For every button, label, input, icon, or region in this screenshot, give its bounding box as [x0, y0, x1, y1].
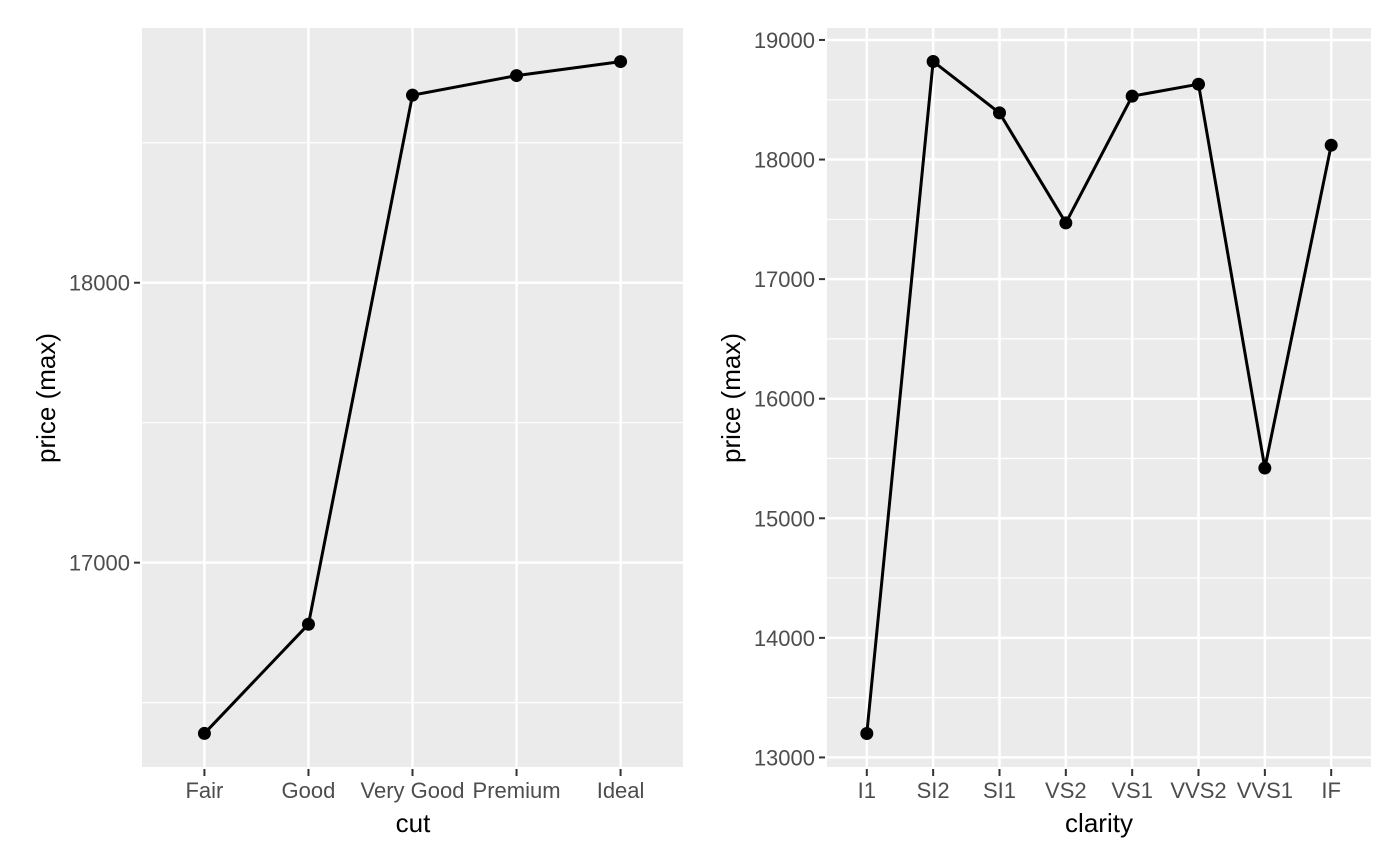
- x-tick-label: Ideal: [597, 778, 645, 803]
- data-point: [510, 69, 524, 83]
- clarity-chart-panel: 13000 14000 15000 16000 17000 18000 19000 I1 SI2…: [754, 28, 1371, 803]
- x-tick-label: SI2: [917, 778, 950, 803]
- y-tick-label: 17000: [754, 267, 815, 292]
- x-tick-label: Fair: [185, 778, 223, 803]
- y-tick-label: 19000: [754, 28, 815, 53]
- data-point: [197, 726, 211, 740]
- data-point: [1324, 138, 1338, 152]
- data-point: [860, 727, 874, 741]
- data-line: [865, 58, 1333, 734]
- cut-x-axis-title: cut: [396, 808, 431, 838]
- y-tick-label: 18000: [754, 148, 815, 173]
- x-tick-label: Very Good: [361, 778, 465, 803]
- data-point: [1192, 77, 1206, 91]
- data-point: [926, 54, 940, 68]
- cut-y-axis-title: price (max): [31, 333, 61, 463]
- x-tick-label: VVS1: [1237, 778, 1293, 803]
- y-tick-label: 15000: [754, 506, 815, 531]
- x-tick-label: SI1: [983, 778, 1016, 803]
- x-tick-label: VVS2: [1170, 778, 1226, 803]
- x-tick-label: Premium: [473, 778, 561, 803]
- data-point: [1125, 89, 1139, 103]
- x-tick-label: I1: [858, 778, 876, 803]
- y-tick-label: 18000: [69, 271, 130, 296]
- y-tick-label: 17000: [69, 551, 130, 576]
- x-tick-label: Good: [282, 778, 336, 803]
- data-point: [614, 55, 628, 69]
- x-tick-label: VS1: [1111, 778, 1153, 803]
- clarity-x-axis-title: clarity: [1065, 808, 1133, 838]
- cut-chart-panel: 17000 18000 Fair Good Very Good Premium Ideal: [69, 28, 683, 803]
- data-point: [406, 88, 419, 102]
- y-tick-label: 13000: [754, 745, 815, 770]
- clarity-y-axis-title: price (max): [716, 333, 746, 463]
- data-point: [992, 106, 1006, 120]
- data-point: [301, 617, 315, 631]
- data-point: [1059, 216, 1073, 230]
- x-tick-label: VS2: [1045, 778, 1087, 803]
- data-point: [1258, 461, 1272, 475]
- y-tick-label: 16000: [754, 387, 815, 412]
- x-tick-label: IF: [1321, 778, 1341, 803]
- y-tick-label: 14000: [754, 626, 815, 651]
